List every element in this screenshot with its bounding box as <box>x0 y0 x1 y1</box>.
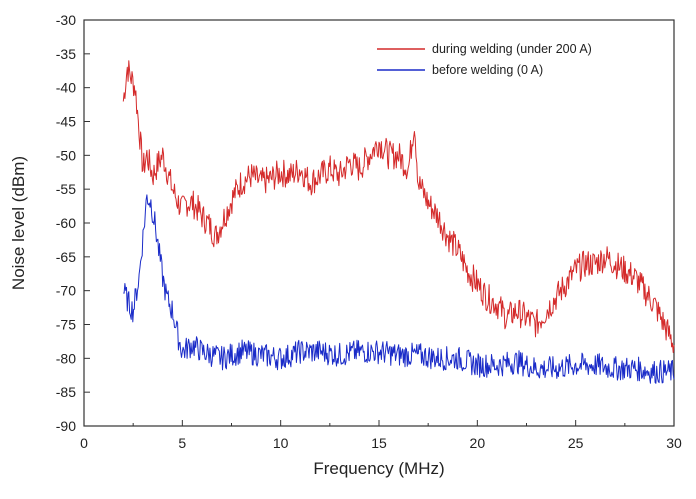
x-tick-label: 0 <box>80 435 88 451</box>
y-tick-label: -50 <box>56 147 76 163</box>
legend-label: during welding (under 200 A) <box>432 42 592 56</box>
series-line-before-welding <box>123 194 675 384</box>
y-tick-label: -85 <box>56 384 76 400</box>
x-tick-label: 5 <box>178 435 186 451</box>
x-tick-label: 10 <box>273 435 289 451</box>
y-tick-label: -70 <box>56 283 76 299</box>
y-tick-label: -40 <box>56 80 76 96</box>
legend: during welding (under 200 A) before weldi… <box>377 42 592 77</box>
y-tick-label: -55 <box>56 181 76 197</box>
x-tick-label: 20 <box>470 435 486 451</box>
y-tick-label: -45 <box>56 114 76 130</box>
y-tick-label: -80 <box>56 350 76 366</box>
y-tick-label: -65 <box>56 249 76 265</box>
y-tick-label: -35 <box>56 46 76 62</box>
x-tick-label: 30 <box>666 435 682 451</box>
series-line-during-welding <box>122 60 675 353</box>
series-layer <box>122 60 675 384</box>
y-axis-title: Noise level (dBm) <box>9 156 28 290</box>
y-tick-label: -90 <box>56 418 76 434</box>
x-axis: 0 5 10 15 20 25 30 <box>80 420 682 451</box>
x-axis-title: Frequency (MHz) <box>313 459 444 478</box>
y-axis: -30 -35 -40 -45 -50 -55 -60 -65 -70 -75 -80 -85 -90 <box>56 12 90 434</box>
x-tick-label: 15 <box>371 435 387 451</box>
y-tick-label: -30 <box>56 12 76 28</box>
y-tick-label: -60 <box>56 215 76 231</box>
x-tick-label: 25 <box>568 435 584 451</box>
y-tick-label: -75 <box>56 317 76 333</box>
legend-label: before welding (0 A) <box>432 63 543 77</box>
